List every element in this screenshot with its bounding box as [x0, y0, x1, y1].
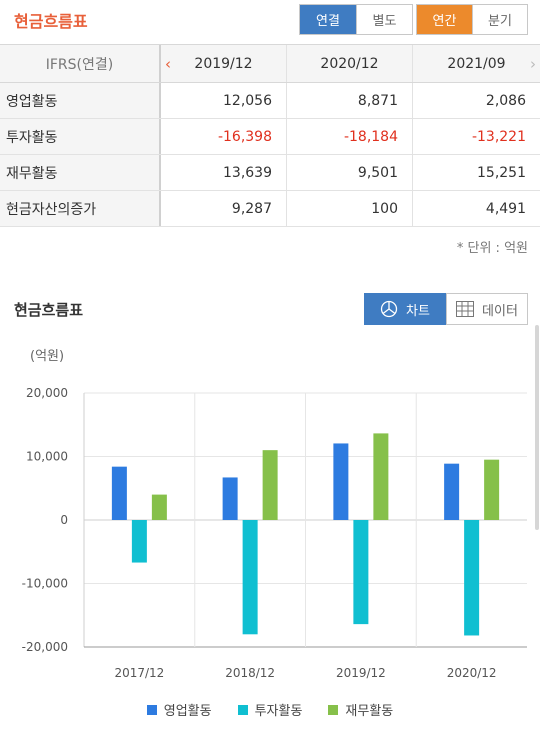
scrollbar[interactable]	[535, 325, 539, 530]
bar	[262, 450, 278, 520]
table-cell: -18,184	[287, 119, 413, 154]
y-tick-label: -20,000	[22, 640, 68, 654]
legend-item[interactable]: 영업활동	[146, 700, 212, 719]
y-unit-label: (억원)	[30, 349, 64, 364]
legend-item[interactable]: 재무활동	[328, 700, 393, 719]
x-tick-label: 2018/12	[225, 666, 275, 680]
row-label: 현금자산의증가	[0, 191, 161, 226]
chart-legend: 영업활동 투자활동 재무활동	[0, 700, 540, 719]
table-cell: 15,251	[477, 164, 526, 181]
table-cell: 13,639	[161, 155, 287, 190]
quarterly-button[interactable]: 분기	[472, 5, 527, 34]
y-tick-label: 10,000	[26, 450, 68, 464]
x-tick-label: 2020/12	[447, 666, 497, 680]
pie-chart-icon	[380, 300, 398, 318]
bar	[444, 463, 460, 520]
legend-item[interactable]: 투자활동	[237, 700, 302, 719]
y-tick-label: 20,000	[26, 386, 68, 400]
period-toggle: 연간 분기	[416, 4, 528, 35]
separate-button[interactable]: 별도	[356, 5, 412, 34]
consolidation-toggle: 연결 별도	[299, 4, 413, 35]
chevron-right-icon[interactable]: ›	[530, 55, 536, 73]
bar	[242, 520, 258, 635]
table-cell: 100	[287, 191, 413, 226]
column-header: 2021/09 ›	[447, 55, 536, 73]
data-view-button[interactable]: 데이터	[446, 293, 528, 325]
cashflow-table: IFRS(연결) ‹ 2019/12 2020/12 2021/09 › 영업활…	[0, 44, 540, 227]
row-label: 투자활동	[0, 119, 161, 154]
bar	[333, 443, 349, 520]
table-cell: 9,501	[287, 155, 413, 190]
table-row: 영업활동 12,056 8,871 2,086	[0, 83, 540, 119]
unit-note: * 단위 : 억원	[456, 241, 528, 256]
table-cell: 4,491	[485, 200, 526, 217]
bar	[131, 520, 147, 563]
x-tick-label: 2019/12	[336, 666, 386, 680]
legend-swatch	[146, 704, 157, 715]
y-tick-label: 0	[60, 513, 68, 527]
table-cell: -16,398	[161, 119, 287, 154]
bar	[464, 520, 480, 636]
table-cell: 2,086	[485, 92, 526, 109]
table-cell: 8,871	[287, 83, 413, 118]
bar	[353, 520, 369, 625]
annual-button[interactable]: 연간	[417, 5, 472, 34]
table-corner-label: IFRS(연결)	[0, 45, 161, 82]
cashflow-bar-chart: (억원) 20,000 10,000 0 -10,000 -20,000 2017/12 20…	[22, 349, 527, 680]
table-row: 재무활동 13,639 9,501 15,251	[0, 155, 540, 191]
bar	[111, 466, 127, 520]
column-header: 2020/12	[287, 45, 413, 82]
column-header: ‹ 2019/12	[161, 45, 287, 82]
table-cell: 9,287	[161, 191, 287, 226]
legend-swatch	[237, 704, 248, 715]
table-row: 현금자산의증가 9,287 100 4,491	[0, 191, 540, 227]
x-tick-label: 2017/12	[114, 666, 164, 680]
bar	[151, 494, 167, 520]
bar	[222, 477, 238, 520]
table-icon	[456, 301, 475, 317]
table-row: 투자활동 -16,398 -18,184 -13,221	[0, 119, 540, 155]
bar	[484, 459, 500, 520]
chart-view-button[interactable]: 차트	[364, 293, 446, 325]
row-label: 영업활동	[0, 83, 161, 118]
chevron-left-icon[interactable]: ‹	[165, 55, 171, 73]
table-cell: 12,056	[161, 83, 287, 118]
legend-swatch	[328, 704, 339, 715]
table-header-row: IFRS(연결) ‹ 2019/12 2020/12 2021/09 ›	[0, 44, 540, 83]
bar	[373, 433, 389, 520]
table-cell: -13,221	[471, 128, 526, 145]
row-label: 재무활동	[0, 155, 161, 190]
y-tick-label: -10,000	[22, 577, 68, 591]
consolidated-button[interactable]: 연결	[300, 5, 356, 34]
page-title: 현금흐름표	[14, 12, 88, 31]
section-title: 현금흐름표	[14, 301, 84, 319]
